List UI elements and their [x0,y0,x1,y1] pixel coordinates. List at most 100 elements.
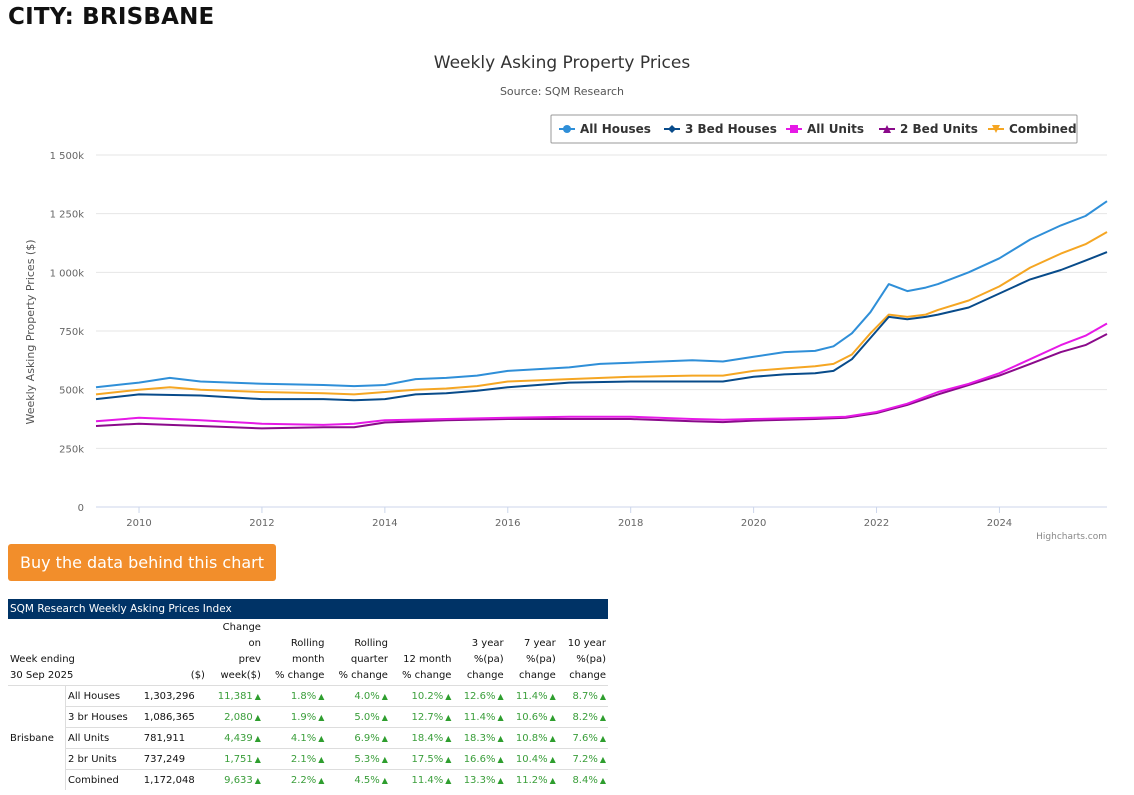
up-arrow-icon: ▲ [318,775,325,785]
property-type-cell: 3 br Houses [65,706,142,728]
change-cell: 2.2% ▲ [262,769,327,790]
header-week-label: Week ending [10,654,75,665]
table-column-header: Rolling quarter% change [326,619,390,686]
up-arrow-icon: ▲ [254,733,261,743]
change-cell: 2.1% ▲ [262,748,327,770]
table-column-header: 7 year %(pa) change [505,619,558,686]
change-cell: 4.0% ▲ [326,685,390,707]
up-arrow-icon: ▲ [599,691,606,701]
table-row: Brisbane All Houses 1,303,296 11,381 ▲ 1.8% ▲ 4… [8,685,608,790]
up-arrow-icon: ▲ [549,691,556,701]
up-arrow-icon: ▲ [381,733,388,743]
change-value: 4.5% [354,774,380,786]
change-value: 18.3% [463,732,496,744]
legend-item[interactable]: 2 Bed Units [879,122,978,136]
change-cell: 10.8% ▲ [505,727,558,749]
change-value: 11.4% [463,711,496,723]
change-cell: 5.3% ▲ [326,748,390,770]
change-value: 11,381 [217,690,253,702]
change-value: 2,080 [224,711,253,723]
change-value: 8.2% [572,711,598,723]
change-cell: 7.6% ▲ [557,727,608,749]
legend-marker [668,125,676,133]
up-arrow-icon: ▲ [549,733,556,743]
table-body: Brisbane All Houses 1,303,296 11,381 ▲ 1.8% ▲ 4… [8,685,608,790]
up-arrow-icon: ▲ [254,775,261,785]
legend: All Houses 3 Bed Houses All Units 2 Bed Uni… [550,114,1078,144]
series-line-all-houses [95,200,1108,389]
change-cell: 8.2% ▲ [557,706,608,728]
change-value: 13.3% [463,774,496,786]
property-type-cell: 2 br Units [65,748,142,770]
up-arrow-icon: ▲ [549,775,556,785]
change-cell: 9,633 ▲ [206,769,263,790]
y-tick-label: 1 000k [50,268,85,279]
change-cell: 16.6% ▲ [453,748,506,770]
y-tick-label: 500k [59,386,84,397]
series-line-combined [95,231,1108,396]
change-value: 1.9% [290,711,317,723]
change-value: 8.4% [572,774,598,786]
y-tick-label: 1 500k [50,151,85,162]
x-tick-label: 2018 [618,518,643,529]
buy-data-button[interactable]: Buy the data behind this chart [8,544,276,581]
legend-label: 2 Bed Units [900,122,978,136]
up-arrow-icon: ▲ [599,754,606,764]
change-value: 16.6% [463,753,496,765]
change-cell: 1.8% ▲ [262,685,327,707]
legend-box [550,114,1078,144]
table-column-header: Change on prev week($) [206,619,263,686]
price-cell: 781,911 [141,727,207,749]
up-arrow-icon: ▲ [497,712,504,722]
change-value: 6.9% [354,732,380,744]
table-column-header: 10 year %(pa) change [557,619,608,686]
header-price: ($) [141,619,207,686]
up-arrow-icon: ▲ [254,691,261,701]
change-value: 7.2% [572,753,598,765]
change-value: 9,633 [224,774,253,786]
y-axis: 0 250k 500k 750k 1 000k 1 250k 1 500k [50,151,85,514]
property-type-cell: All Units [65,727,142,749]
legend-item[interactable]: 3 Bed Houses [664,122,777,136]
change-value: 8.7% [572,690,598,702]
legend-item[interactable]: All Units [786,122,864,136]
index-table: SQM Research Weekly Asking Prices Index … [8,599,608,790]
legend-item[interactable]: Combined [988,122,1077,136]
legend-label: 3 Bed Houses [685,122,777,136]
change-value: 12.7% [411,711,444,723]
price-cell: 737,249 [141,748,207,770]
y-tick-label: 750k [59,327,84,338]
grid-lines [96,154,1107,508]
y-tick-label: 250k [59,444,84,455]
up-arrow-icon: ▲ [549,754,556,764]
up-arrow-icon: ▲ [254,712,261,722]
change-cell: 8.7% ▲ [557,685,608,707]
table-column-header: Rolling month% change [262,619,327,686]
up-arrow-icon: ▲ [599,733,606,743]
up-arrow-icon: ▲ [318,754,325,764]
up-arrow-icon: ▲ [381,775,388,785]
table-row: All Units 781,911 4,439 ▲ 4.1% ▲ 6.9% ▲ 18.4% ▲ 18… [8,727,608,749]
change-value: 5.3% [354,753,380,765]
change-cell: 13.3% ▲ [453,769,506,790]
change-value: 10.2% [411,690,444,702]
legend-label: All Units [807,122,864,136]
change-value: 1,751 [224,753,253,765]
up-arrow-icon: ▲ [381,691,388,701]
series-line-2-bed-units [95,333,1108,430]
up-arrow-icon: ▲ [381,754,388,764]
up-arrow-icon: ▲ [599,712,606,722]
change-value: 10.6% [515,711,548,723]
property-type-cell: Combined [65,769,142,790]
table-row: Combined 1,172,048 9,633 ▲ 2.2% ▲ 4.5% ▲ 11.4% ▲ 1… [8,769,608,790]
legend-label: Combined [1009,122,1077,136]
chart-title: Weekly Asking Property Prices [434,53,691,73]
y-tick-label: 1 250k [50,210,85,221]
change-value: 12.6% [463,690,496,702]
property-type-cell: All Houses [65,685,142,707]
up-arrow-icon: ▲ [445,712,452,722]
legend-item[interactable]: All Houses [559,122,651,136]
change-value: 10.8% [515,732,548,744]
legend-marker [790,125,798,133]
series-line-all-units [95,322,1108,426]
